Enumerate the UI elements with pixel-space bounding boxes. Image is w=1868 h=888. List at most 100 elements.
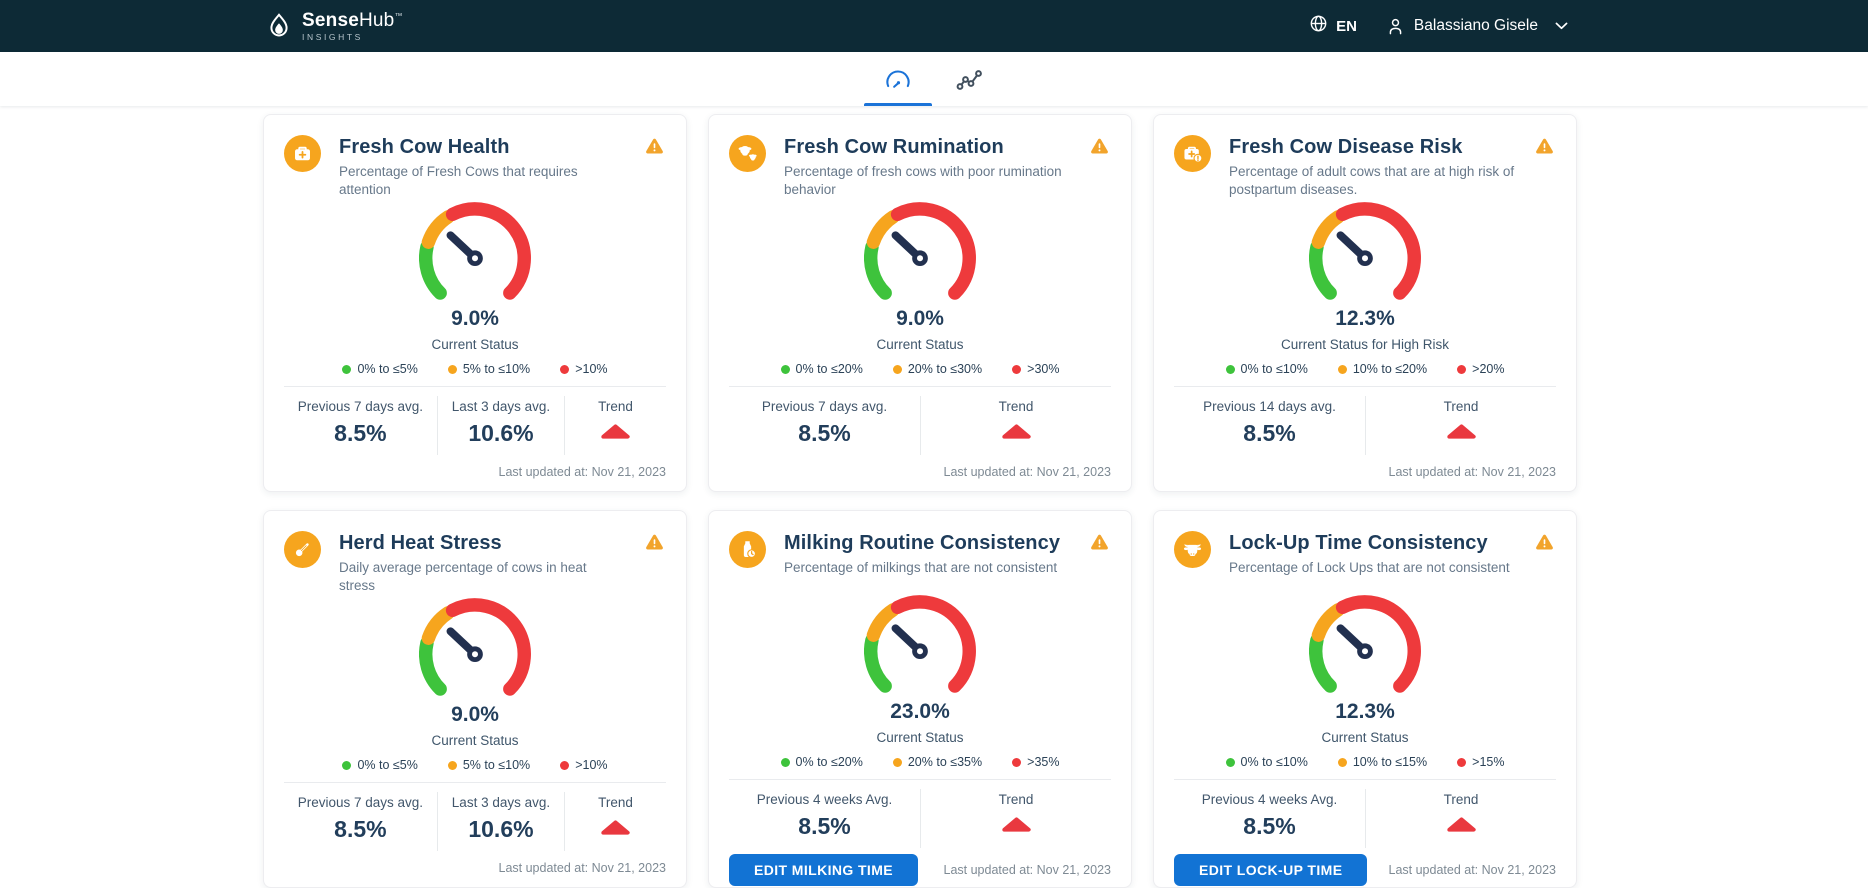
- gauge-value: 9.0%: [451, 307, 499, 331]
- warning-icon[interactable]: [1534, 531, 1556, 591]
- card-icon: [1174, 531, 1211, 568]
- stat-col: Previous 14 days avg. 8.5%: [1174, 396, 1365, 455]
- legend-dot: [1225, 364, 1235, 374]
- legend-item: 0% to ≤20%: [780, 755, 863, 769]
- legend-dot: [447, 364, 457, 374]
- edit-button[interactable]: EDIT LOCK-UP TIME: [1174, 854, 1368, 886]
- gauge-value: 9.0%: [451, 703, 499, 727]
- stats-row: Previous 4 weeks Avg. 8.5% Trend: [1174, 780, 1556, 850]
- legend-item: 20% to ≤30%: [892, 362, 982, 376]
- brand-logo: SenseHub™ INSIGHTS: [265, 11, 403, 42]
- warning-icon[interactable]: [1089, 135, 1111, 198]
- legend-dot: [1457, 757, 1467, 767]
- gauge-chart: [1308, 595, 1421, 693]
- legend-item: 0% to ≤20%: [780, 362, 863, 377]
- legend-label: >20%: [1472, 362, 1505, 377]
- gauge-chart: [863, 595, 976, 693]
- legend-label: 0% to ≤20%: [795, 362, 863, 377]
- stat-col: Trend: [564, 396, 666, 456]
- stat-value: 10.6%: [468, 420, 534, 447]
- legend-item: 0% to ≤10%: [1225, 755, 1308, 769]
- legend-dot: [1225, 757, 1235, 767]
- stat-label: Trend: [1443, 399, 1479, 415]
- legend-dot: [342, 364, 352, 374]
- tab-analytics[interactable]: [934, 52, 1006, 106]
- warning-icon[interactable]: [1534, 135, 1556, 198]
- stat-value: 8.5%: [334, 420, 387, 447]
- tab-gauges[interactable]: [862, 52, 934, 106]
- gauge-legend: 0% to ≤5% 5% to ≤10% >10%: [284, 758, 666, 772]
- card-title: Milking Routine Consistency: [784, 532, 1061, 554]
- legend-dot: [780, 364, 790, 374]
- user-menu[interactable]: Balassiano Gisele: [1385, 16, 1568, 37]
- legend-dot: [1337, 757, 1347, 767]
- stat-col: Last 3 days avg. 10.6%: [436, 792, 564, 852]
- legend-label: >30%: [1027, 362, 1060, 377]
- legend-item: >10%: [560, 758, 608, 772]
- stat-label: Trend: [1443, 792, 1479, 807]
- metric-card: Milking Routine Consistency Percentage o…: [708, 510, 1132, 888]
- card-footer: Last updated at: Nov 21, 2023: [284, 857, 667, 875]
- stat-value: 8.5%: [1243, 813, 1296, 839]
- gauge-legend: 0% to ≤20% 20% to ≤30% >30%: [729, 362, 1111, 376]
- stat-col: Previous 7 days avg. 8.5%: [729, 396, 920, 455]
- chevron-down-icon: [1546, 22, 1568, 30]
- legend-item: 0% to ≤5%: [342, 758, 418, 773]
- divider: [284, 782, 666, 784]
- stat-label: Trend: [998, 792, 1034, 807]
- legend-label: >15%: [1472, 755, 1505, 769]
- language-selector[interactable]: EN: [1308, 13, 1357, 39]
- metric-card: Herd Heat Stress Daily average percentag…: [263, 510, 687, 888]
- legend-dot: [560, 364, 570, 374]
- stat-col: Previous 7 days avg. 8.5%: [284, 396, 437, 455]
- card-title: Herd Heat Stress: [339, 532, 502, 554]
- stat-label: Trend: [998, 399, 1034, 415]
- legend-dot: [342, 760, 352, 770]
- warning-icon[interactable]: [644, 135, 666, 198]
- card-subtitle: Percentage of Fresh Cows that requires a…: [339, 164, 578, 197]
- gauge-chart: [418, 202, 531, 300]
- legend-label: 0% to ≤5%: [357, 758, 418, 773]
- last-updated: Last updated at: Nov 21, 2023: [1388, 863, 1557, 877]
- trend-up-icon: [1446, 817, 1476, 832]
- stat-col: Trend: [564, 792, 666, 852]
- legend-dot: [892, 364, 902, 374]
- stat-label: Previous 4 weeks Avg.: [756, 792, 893, 807]
- gauge-value: 12.3%: [1335, 307, 1395, 331]
- legend-label: >10%: [575, 362, 608, 377]
- gauge-status-label: Current Status: [1321, 730, 1409, 745]
- warning-icon[interactable]: [1089, 531, 1111, 591]
- card-subtitle: Percentage of milkings that are not cons…: [784, 560, 1058, 575]
- legend-label: 0% to ≤10%: [1240, 362, 1308, 377]
- legend-item: 5% to ≤10%: [447, 758, 530, 772]
- gauge-value: 23.0%: [890, 700, 950, 723]
- card-icon: [729, 135, 766, 172]
- legend-label: 10% to ≤20%: [1352, 362, 1428, 377]
- stat-value: 10.6%: [468, 816, 534, 843]
- language-code: EN: [1336, 17, 1357, 35]
- cards-grid: Fresh Cow Health Percentage of Fresh Cow…: [263, 114, 1577, 888]
- card-subtitle: Percentage of Lock Ups that are not cons…: [1229, 560, 1510, 575]
- card-title: Lock-Up Time Consistency: [1229, 532, 1488, 554]
- card-icon: [729, 531, 766, 568]
- user-name: Balassiano Gisele: [1413, 17, 1538, 34]
- app-header: SenseHub™ INSIGHTS EN Balassiano Gisele: [0, 0, 1868, 52]
- card-icon: [284, 531, 321, 568]
- card-footer: Last updated at: Nov 21, 2023: [1174, 461, 1557, 479]
- gauge-status-label: Current Status: [431, 337, 519, 353]
- gauge-block: 23.0% Current Status: [729, 595, 1111, 745]
- edit-button[interactable]: EDIT MILKING TIME: [729, 854, 919, 886]
- gauge-chart: [418, 598, 531, 696]
- legend-label: 0% to ≤5%: [357, 362, 418, 377]
- card-icon: [1174, 135, 1211, 172]
- stat-label: Previous 4 weeks Avg.: [1201, 792, 1338, 807]
- legend-item: >20%: [1457, 362, 1504, 376]
- stat-col: Trend: [920, 789, 1111, 848]
- metric-card: Fresh Cow Disease Risk Percentage of adu…: [1153, 114, 1577, 492]
- legend-item: 10% to ≤20%: [1337, 362, 1428, 377]
- card-title: Fresh Cow Disease Risk: [1229, 136, 1463, 158]
- gauge-chart: [863, 202, 976, 300]
- warning-icon[interactable]: [644, 531, 666, 594]
- person-icon: [1389, 18, 1402, 34]
- gauge-legend: 0% to ≤5% 5% to ≤10% >10%: [284, 362, 666, 376]
